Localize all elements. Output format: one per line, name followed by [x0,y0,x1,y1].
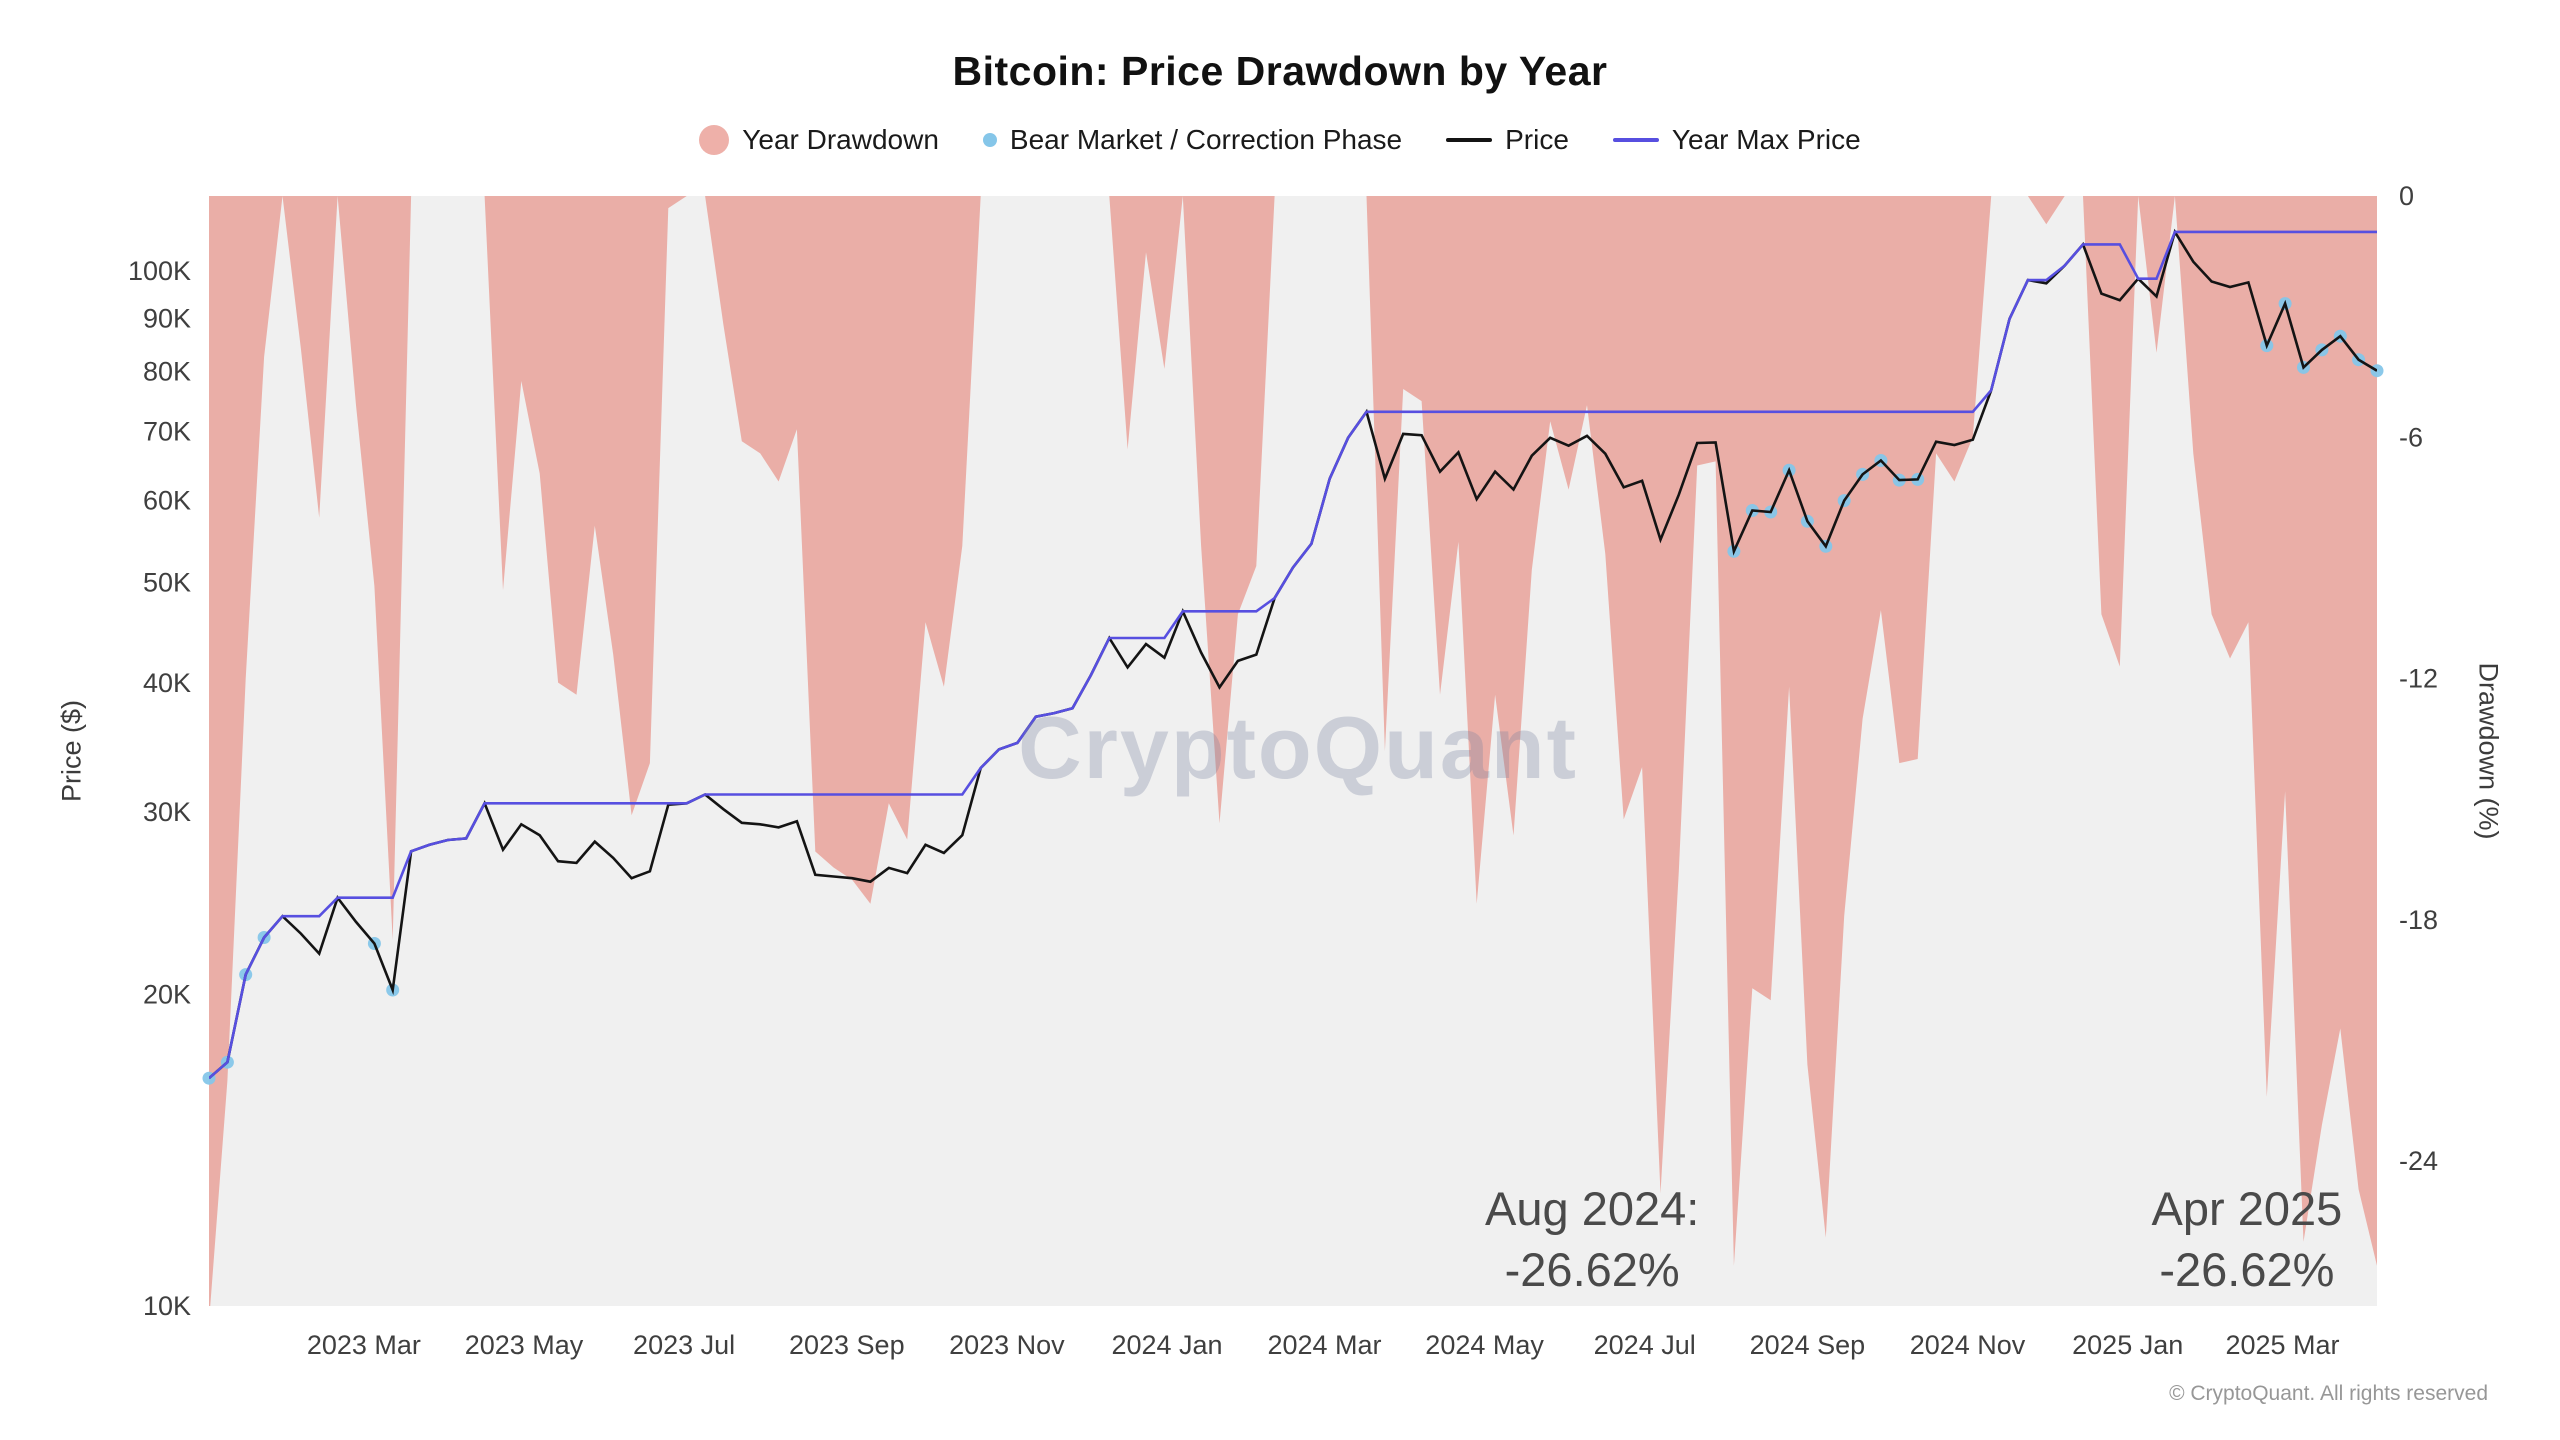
y-tick-drawdown: -18 [2399,905,2438,935]
legend-item-year-max-price[interactable]: Year Max Price [1612,124,1861,156]
x-tick-month: 2023 Nov [949,1330,1065,1360]
y-tick-price: 90K [143,303,191,333]
y-tick-price: 60K [143,486,191,516]
y-tick-price: 50K [143,568,191,598]
legend-label: Year Drawdown [742,124,939,155]
x-tick-month: 2024 Jul [1594,1330,1696,1360]
x-tick-month: 2024 Mar [1267,1330,1381,1360]
legend-label: Price [1505,124,1569,155]
chart-title: Bitcoin: Price Drawdown by Year [952,48,1608,94]
y-tick-price: 20K [143,979,191,1009]
legend-marker-dot [982,133,997,147]
y-tick-drawdown: 0 [2399,181,2414,211]
x-tick-month: 2024 May [1425,1330,1544,1360]
copyright-footer: © CryptoQuant. All rights reserved [2169,1382,2488,1405]
x-tick-month: 2023 Jul [633,1330,735,1360]
y-tick-drawdown: -24 [2399,1146,2438,1176]
year-max-price-line [209,230,2377,1080]
drawdown-area [209,196,2377,1306]
y-tick-price: 70K [143,416,191,446]
y-tick-price: 10K [143,1291,191,1321]
x-tick-month: 2023 Mar [307,1330,421,1360]
x-tick-month: 2023 Sep [789,1330,905,1360]
y-tick-price: 40K [143,668,191,698]
legend-label: Bear Market / Correction Phase [1009,124,1403,155]
y-axis-title-drawdown: Drawdown (%) [2473,662,2504,840]
y-tick-price: 100K [128,256,191,286]
legend-marker-line [1446,138,1493,142]
legend-marker-circle-large [699,125,730,155]
legend-item-price[interactable]: Price [1446,124,1569,156]
legend-item-bear-market-correction-phase[interactable]: Bear Market / Correction Phase [982,124,1403,156]
y-tick-drawdown: -6 [2399,422,2423,452]
legend-marker-line [1612,138,1659,142]
legend-item-year-drawdown[interactable]: Year Drawdown [699,124,939,156]
x-tick-month: 2024 Sep [1750,1330,1866,1360]
x-tick-month: 2024 Jan [1111,1330,1222,1360]
x-tick-month: 2023 May [465,1330,584,1360]
legend-label: Year Max Price [1671,124,1861,155]
axis-ticks: 100K 90K 80K 70K 60K 50K 40K 30K 20K 10K 0 -6 -12 -18… [128,181,2438,1360]
y-tick-price: 80K [143,356,191,386]
x-tick-month: 2024 Nov [1910,1330,2026,1360]
y-axis-title-price: Price ($) [56,699,87,803]
x-tick-month: 2025 Mar [2225,1330,2339,1360]
chart-legend: Year Drawdown Bear Market / Correction Ph… [0,124,2560,156]
y-tick-price: 30K [143,797,191,827]
y-tick-drawdown: -12 [2399,664,2438,694]
x-tick-month: 2025 Jan [2072,1330,2183,1360]
